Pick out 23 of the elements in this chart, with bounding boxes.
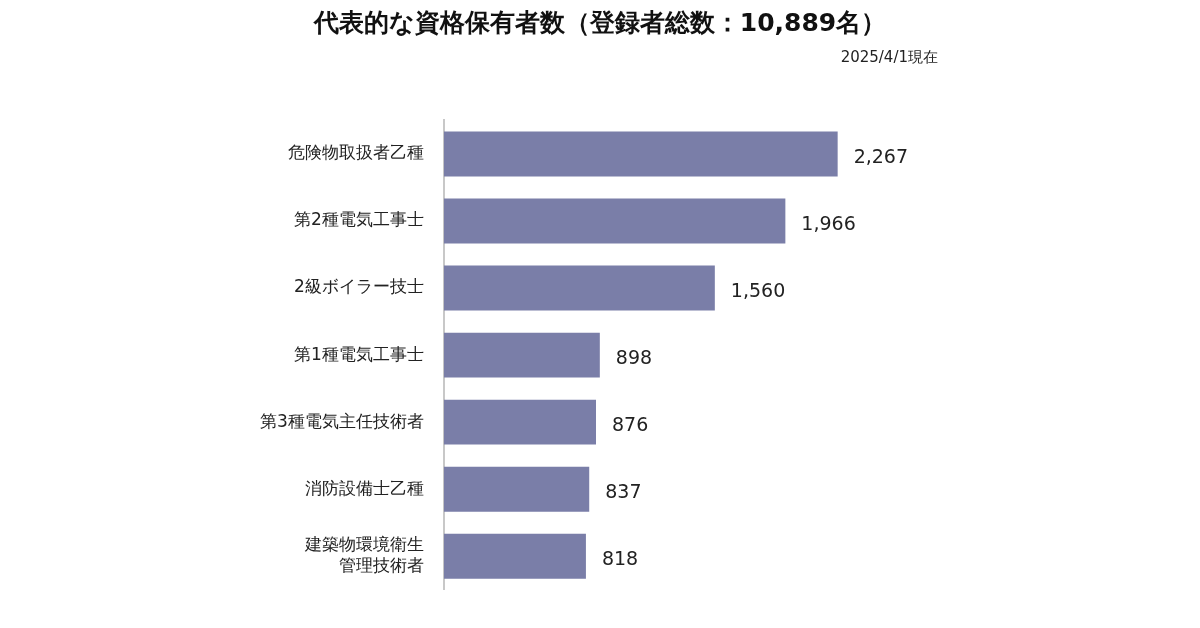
- y-tick-label: 消防設備士乙種: [304, 477, 424, 498]
- bar: [443, 131, 838, 177]
- chart-title: 代表的な資格保有者数（登録者総数：10,889名）: [312, 7, 888, 39]
- data-label: 2,267: [853, 144, 909, 167]
- y-tick-label: 危険物取扱者乙種: [287, 142, 424, 163]
- bar: [443, 466, 590, 512]
- data-label: 876: [612, 413, 649, 436]
- y-tick-label: 第3種電気主任技術者: [259, 410, 424, 431]
- data-label: 1,560: [730, 278, 786, 301]
- bar: [443, 332, 600, 378]
- bar: [443, 265, 715, 311]
- y-tick-label: 2級ボイラー技士: [293, 276, 424, 297]
- data-label: 818: [601, 547, 639, 570]
- y-tick-label: 第2種電気工事士: [293, 209, 424, 230]
- data-label: 837: [605, 480, 642, 503]
- data-label: 898: [615, 346, 653, 369]
- bar: [443, 198, 786, 244]
- y-tick-label: 建築物環境衛生管理技術者: [303, 534, 424, 575]
- bar: [443, 533, 586, 579]
- y-tick-label: 第1種電気工事士: [293, 343, 424, 364]
- text: 2025/4/1現在: [840, 48, 938, 67]
- data-label: 1,966: [801, 211, 856, 234]
- bar: [443, 399, 596, 445]
